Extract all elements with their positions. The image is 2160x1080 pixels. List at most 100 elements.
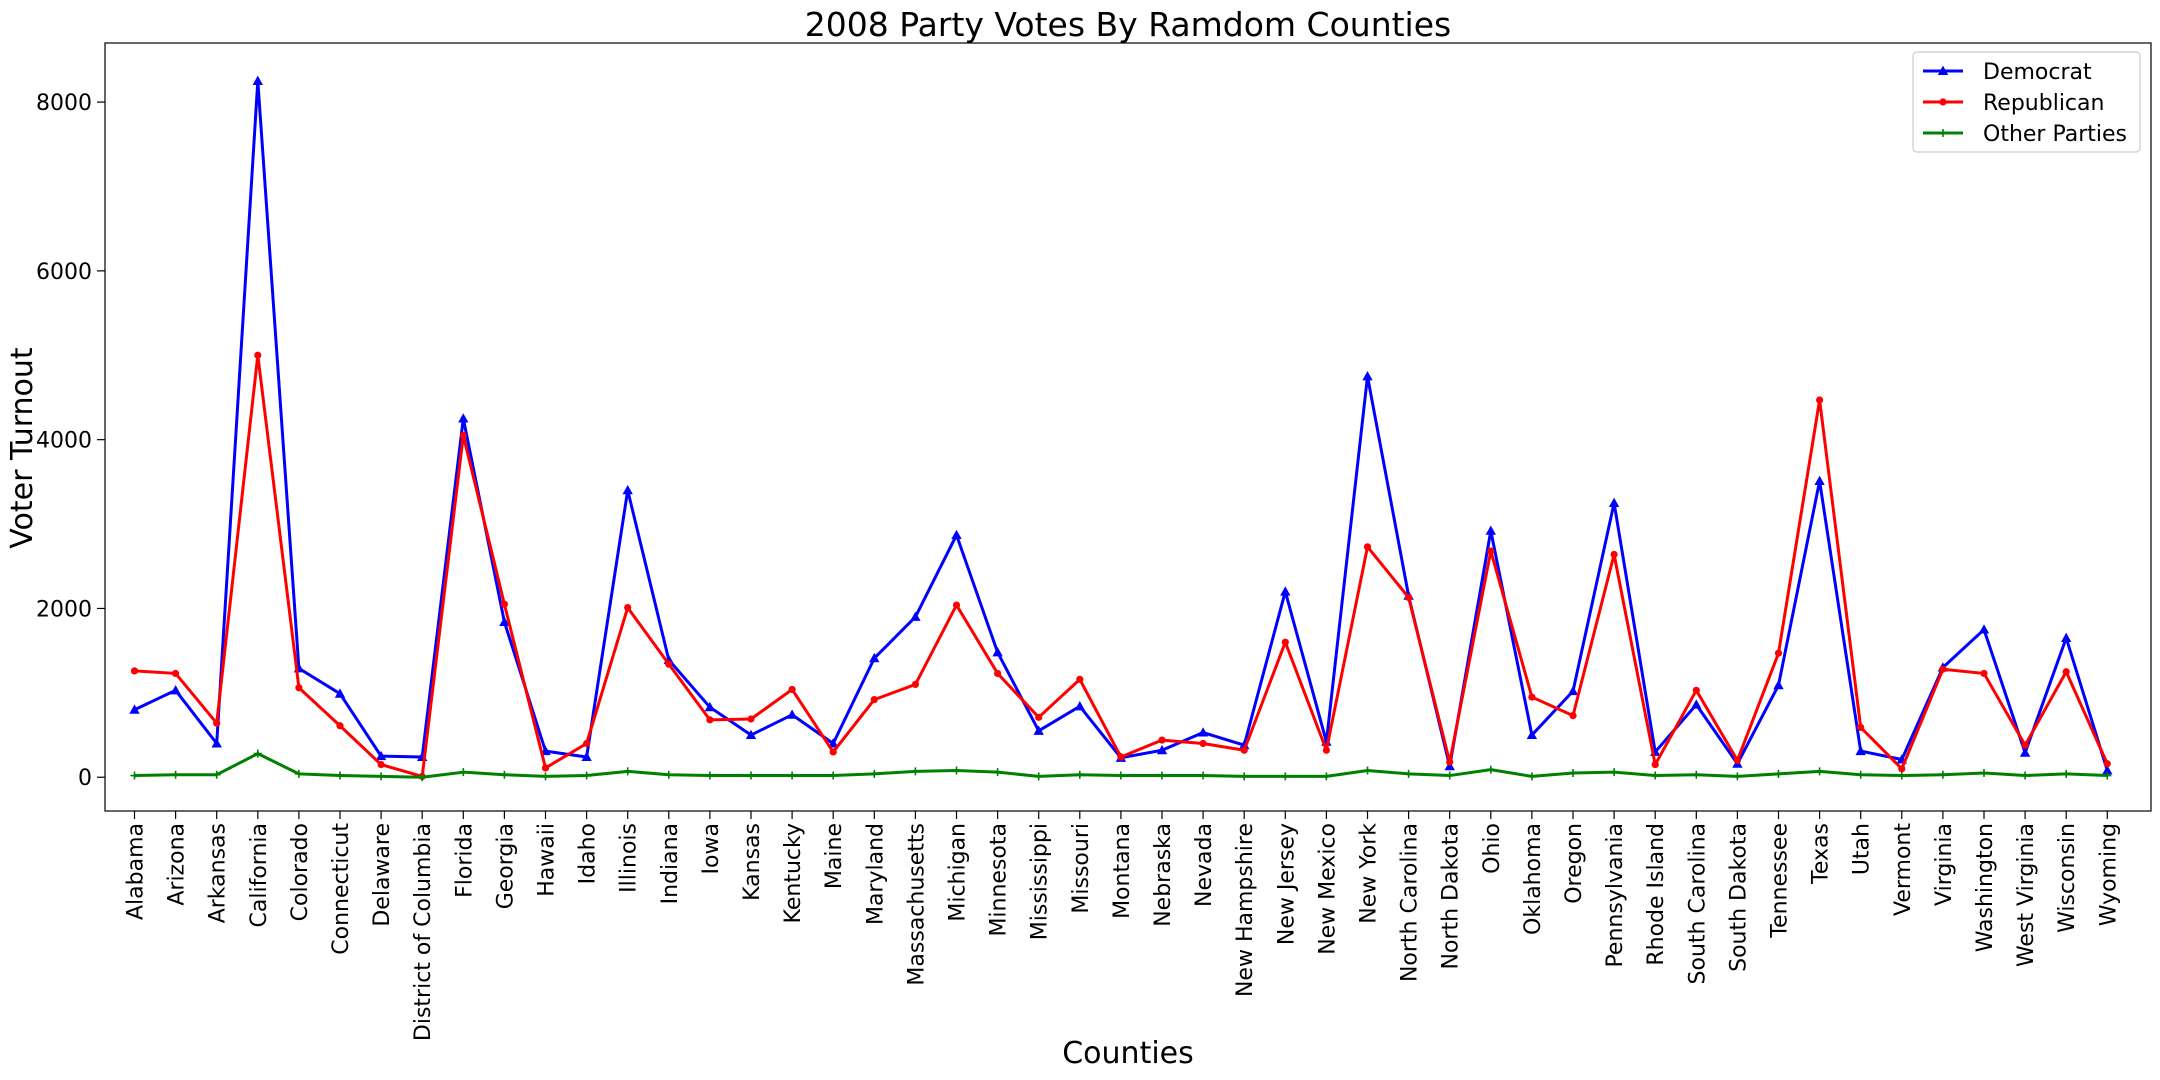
data-point — [500, 600, 508, 608]
data-point — [747, 771, 755, 780]
x-tick-label: Pennsylvania — [1603, 823, 1628, 968]
x-tick-label: Montana — [1110, 823, 1135, 919]
data-point — [1197, 727, 1209, 737]
data-point — [1692, 770, 1701, 779]
data-point — [747, 715, 755, 723]
data-point — [623, 767, 632, 776]
data-point — [911, 680, 920, 689]
x-tick-label: Delaware — [370, 823, 395, 927]
x-tick-label: Kentucky — [781, 823, 806, 923]
data-point — [745, 729, 757, 740]
data-point — [1116, 771, 1125, 780]
data-point — [869, 652, 880, 663]
data-point — [500, 770, 509, 779]
data-point — [211, 738, 222, 748]
data-point — [582, 771, 591, 780]
data-point — [1939, 98, 1947, 106]
data-point — [2021, 741, 2029, 749]
x-tick-label: Nebraska — [1151, 823, 1176, 927]
data-point — [1980, 669, 1988, 678]
data-point — [1567, 685, 1579, 696]
data-point — [377, 760, 385, 769]
data-point — [1240, 746, 1248, 754]
x-tick-label: Vermont — [1891, 823, 1916, 916]
data-point — [499, 616, 510, 626]
data-point — [952, 766, 961, 775]
data-point — [1856, 770, 1865, 779]
data-point — [993, 768, 1002, 777]
data-point — [336, 771, 344, 780]
legend-item-democrat: Democrat — [1923, 60, 2092, 85]
data-point — [1610, 768, 1619, 777]
series-layer — [129, 75, 2113, 782]
data-point — [1322, 746, 1330, 754]
data-point — [418, 773, 427, 782]
data-point — [786, 709, 798, 719]
data-point — [334, 688, 346, 698]
x-tick-label: New Jersey — [1274, 823, 1299, 945]
x-tick-label: North Carolina — [1398, 823, 1423, 982]
data-point — [1199, 739, 1207, 748]
data-point — [1692, 686, 1700, 694]
data-point — [952, 601, 961, 609]
data-point — [583, 739, 591, 748]
data-point — [130, 771, 139, 780]
x-tick-label: North Dakota — [1439, 823, 1464, 969]
data-point — [1199, 771, 1208, 780]
x-tick-label: Connecticut — [329, 823, 354, 955]
data-point — [1897, 771, 1906, 780]
data-point — [377, 772, 386, 781]
x-tick-label: New York — [1357, 823, 1382, 924]
data-point — [1773, 679, 1784, 690]
data-point — [1446, 758, 1454, 766]
data-point — [1857, 723, 1865, 732]
data-point — [459, 768, 468, 777]
data-point — [705, 771, 714, 780]
data-point — [1485, 525, 1496, 535]
x-tick-label: Indiana — [658, 823, 683, 904]
data-point — [706, 716, 714, 724]
legend-label: Other Parties — [1983, 122, 2127, 147]
data-point — [1280, 586, 1291, 596]
y-tick-label: 8000 — [36, 91, 92, 116]
data-point — [1405, 593, 1413, 602]
data-point — [541, 764, 550, 772]
x-tick-label: New Hampshire — [1233, 823, 1258, 997]
data-point — [910, 611, 921, 621]
data-point — [1156, 744, 1168, 755]
data-point — [541, 772, 550, 781]
data-point — [665, 660, 673, 668]
data-point — [788, 685, 796, 694]
y-tick-label: 4000 — [36, 429, 92, 454]
data-point — [253, 749, 262, 758]
data-point — [1281, 638, 1289, 646]
x-tick-label: Virginia — [1932, 823, 1957, 906]
legend: Democrat Republican Other Parties — [1912, 51, 2141, 153]
y-tick-label: 0 — [78, 766, 92, 791]
x-tick-label: Maine — [822, 823, 847, 889]
series-other-parties — [130, 749, 2112, 782]
data-point — [1691, 699, 1702, 709]
data-point — [1526, 729, 1538, 740]
data-point — [1569, 769, 1577, 778]
data-point — [1444, 760, 1455, 771]
x-tick-label: Utah — [1850, 823, 1875, 875]
data-point — [1158, 736, 1166, 744]
data-point — [1814, 475, 1825, 486]
x-tick-label: Mississippi — [1028, 823, 1053, 940]
data-point — [1898, 765, 1906, 773]
x-tick-label: Michigan — [946, 823, 971, 922]
data-point — [1033, 725, 1044, 735]
data-point — [1651, 771, 1660, 780]
data-point — [294, 769, 303, 778]
data-point — [172, 669, 180, 678]
x-tick-label: Hawaii — [535, 823, 560, 897]
data-point — [1158, 771, 1166, 780]
data-point — [1117, 753, 1125, 761]
data-point — [1980, 769, 1988, 778]
data-point — [2103, 771, 2112, 780]
y-tick-label: 6000 — [36, 260, 92, 285]
data-point — [170, 684, 181, 695]
ticks-layer: 0 2000 4000 6000 8000 Alabama Arizona Arkansas C… — [36, 91, 2121, 1041]
